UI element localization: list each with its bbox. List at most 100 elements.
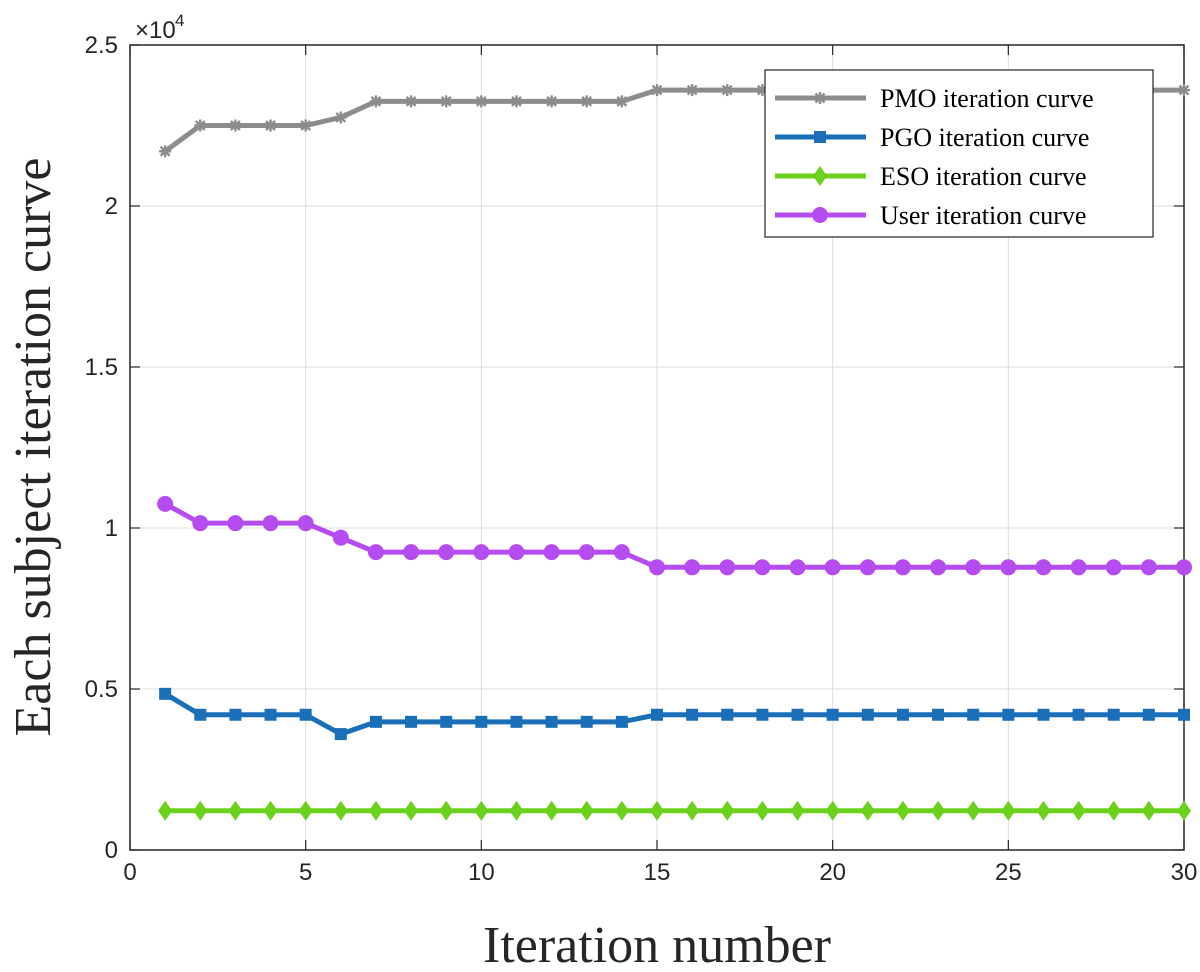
data-point-pgo xyxy=(721,708,734,721)
legend-label: ESO iteration curve xyxy=(880,162,1087,191)
data-point-pgo xyxy=(826,708,839,721)
series-line-user xyxy=(163,501,1184,570)
data-point-pgo xyxy=(369,715,382,728)
data-point-pmo xyxy=(194,119,207,132)
legend-label: PMO iteration curve xyxy=(880,84,1094,113)
y-tick-label: 2 xyxy=(105,193,118,220)
data-point-eso xyxy=(298,800,313,821)
data-point-user xyxy=(262,515,279,532)
data-point-pgo xyxy=(510,715,523,728)
data-point-user xyxy=(824,559,841,576)
data-point-eso xyxy=(193,800,208,821)
data-point-pgo xyxy=(475,715,488,728)
data-point-pgo xyxy=(791,708,804,721)
x-tick-label: 10 xyxy=(468,859,495,886)
y-tick-label: 1 xyxy=(105,515,118,542)
data-point-pmo xyxy=(229,119,242,132)
data-point-pmo xyxy=(510,95,523,108)
data-point-user xyxy=(578,544,595,561)
data-point-user xyxy=(684,559,701,576)
x-tick-label: 20 xyxy=(819,859,846,886)
data-point-eso xyxy=(1141,800,1156,821)
x-tick-label: 5 xyxy=(299,859,312,886)
data-point-pgo xyxy=(229,708,242,721)
data-point-user xyxy=(1105,559,1122,576)
data-point-eso xyxy=(966,800,981,821)
data-point-pmo xyxy=(369,95,382,108)
data-point-user xyxy=(1035,559,1052,576)
data-point-eso xyxy=(650,800,664,821)
series-line-pgo xyxy=(163,691,1184,737)
data-point-user xyxy=(438,544,455,561)
legend-marker xyxy=(814,131,826,143)
legend: PMO iteration curve PGO iteration curve ES… xyxy=(764,69,1154,238)
data-point-user xyxy=(894,559,911,576)
legend-item-eso: ESO iteration curve xyxy=(775,162,1087,191)
y-tick-label: 2.5 xyxy=(85,32,118,59)
data-point-pgo xyxy=(1107,708,1120,721)
data-point-eso xyxy=(895,800,910,821)
data-point-user xyxy=(192,515,209,532)
data-point-user xyxy=(789,559,806,576)
data-point-eso xyxy=(1036,800,1051,821)
series-user xyxy=(157,495,1192,576)
y-tick-label: 0.5 xyxy=(85,676,118,703)
data-point-eso xyxy=(404,800,419,821)
legend-label: PGO iteration curve xyxy=(880,123,1089,152)
data-point-eso xyxy=(720,800,735,821)
data-point-eso xyxy=(474,800,489,821)
data-point-user xyxy=(1140,559,1157,576)
data-point-user xyxy=(403,544,420,561)
data-point-pgo xyxy=(299,708,312,721)
data-point-user xyxy=(859,559,876,576)
data-point-pmo xyxy=(756,84,769,97)
y-tick-label: 1.5 xyxy=(85,354,118,381)
data-point-user xyxy=(473,544,490,561)
data-point-user xyxy=(508,544,525,561)
data-point-eso xyxy=(579,800,594,821)
data-point-pgo xyxy=(896,708,909,721)
y-axis-label: Each subject iteration curve xyxy=(5,158,62,737)
data-point-pmo xyxy=(686,84,699,97)
data-point-eso xyxy=(439,800,454,821)
data-point-pgo xyxy=(1072,708,1085,721)
data-point-user xyxy=(965,559,982,576)
data-point-pgo xyxy=(756,708,769,721)
data-point-pgo xyxy=(1142,708,1155,721)
data-point-pgo xyxy=(651,708,663,721)
data-point-pgo xyxy=(440,715,453,728)
x-tick-label: 0 xyxy=(123,859,136,886)
data-point-pgo xyxy=(194,708,207,721)
data-point-eso xyxy=(1071,800,1086,821)
data-point-pgo xyxy=(686,708,699,721)
data-point-pmo xyxy=(651,84,663,97)
data-point-pmo xyxy=(264,119,277,132)
data-point-user xyxy=(754,559,771,576)
legend-item-pmo: PMO iteration curve xyxy=(775,84,1094,113)
data-point-user xyxy=(613,544,630,561)
y-exponent-base: ×10 xyxy=(135,17,176,44)
legend-item-pgo: PGO iteration curve xyxy=(775,123,1089,152)
data-point-eso xyxy=(1001,800,1016,821)
data-point-user xyxy=(367,544,384,561)
data-point-eso xyxy=(228,800,243,821)
series-layer xyxy=(157,84,1192,821)
data-point-pmo xyxy=(299,119,312,132)
x-tick-label: 25 xyxy=(995,859,1022,886)
data-point-user xyxy=(930,559,947,576)
data-point-eso xyxy=(1177,800,1191,821)
data-point-eso xyxy=(263,800,278,821)
legend-marker xyxy=(812,207,828,223)
data-point-pgo xyxy=(615,715,628,728)
data-point-eso xyxy=(544,800,559,821)
data-point-pgo xyxy=(1037,708,1050,721)
data-point-eso xyxy=(1106,800,1121,821)
data-point-pgo xyxy=(334,728,347,741)
data-point-eso xyxy=(931,800,946,821)
data-point-eso xyxy=(825,800,840,821)
data-point-user xyxy=(649,559,665,576)
data-point-pgo xyxy=(1178,708,1190,721)
data-point-pmo xyxy=(615,95,628,108)
data-point-eso xyxy=(790,800,805,821)
series-pgo xyxy=(159,687,1190,741)
